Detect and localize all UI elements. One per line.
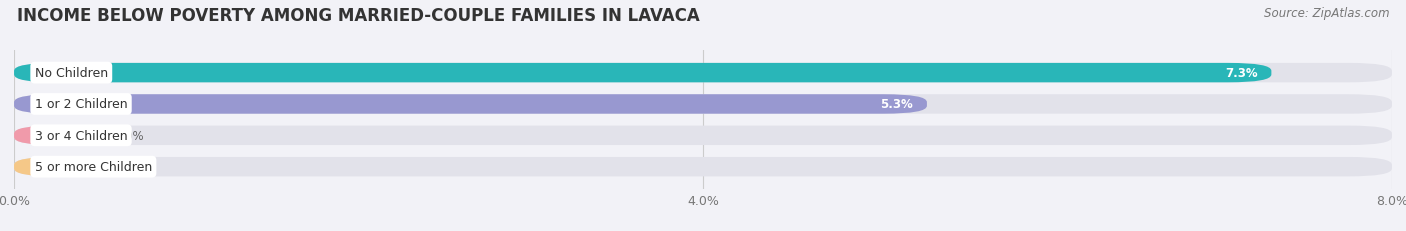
Text: 0.0%: 0.0% — [114, 161, 143, 173]
FancyBboxPatch shape — [14, 157, 1392, 177]
FancyBboxPatch shape — [14, 64, 1392, 83]
Text: INCOME BELOW POVERTY AMONG MARRIED-COUPLE FAMILIES IN LAVACA: INCOME BELOW POVERTY AMONG MARRIED-COUPL… — [17, 7, 700, 25]
Text: No Children: No Children — [35, 67, 108, 80]
Text: 0.0%: 0.0% — [114, 129, 143, 142]
Text: 7.3%: 7.3% — [1225, 67, 1257, 80]
FancyBboxPatch shape — [14, 64, 1271, 83]
FancyBboxPatch shape — [14, 126, 83, 145]
FancyBboxPatch shape — [14, 95, 1392, 114]
Text: Source: ZipAtlas.com: Source: ZipAtlas.com — [1264, 7, 1389, 20]
Text: 3 or 4 Children: 3 or 4 Children — [35, 129, 128, 142]
Text: 1 or 2 Children: 1 or 2 Children — [35, 98, 128, 111]
FancyBboxPatch shape — [14, 157, 83, 177]
Text: 5 or more Children: 5 or more Children — [35, 161, 152, 173]
Text: 5.3%: 5.3% — [880, 98, 912, 111]
FancyBboxPatch shape — [14, 95, 927, 114]
FancyBboxPatch shape — [14, 126, 1392, 145]
